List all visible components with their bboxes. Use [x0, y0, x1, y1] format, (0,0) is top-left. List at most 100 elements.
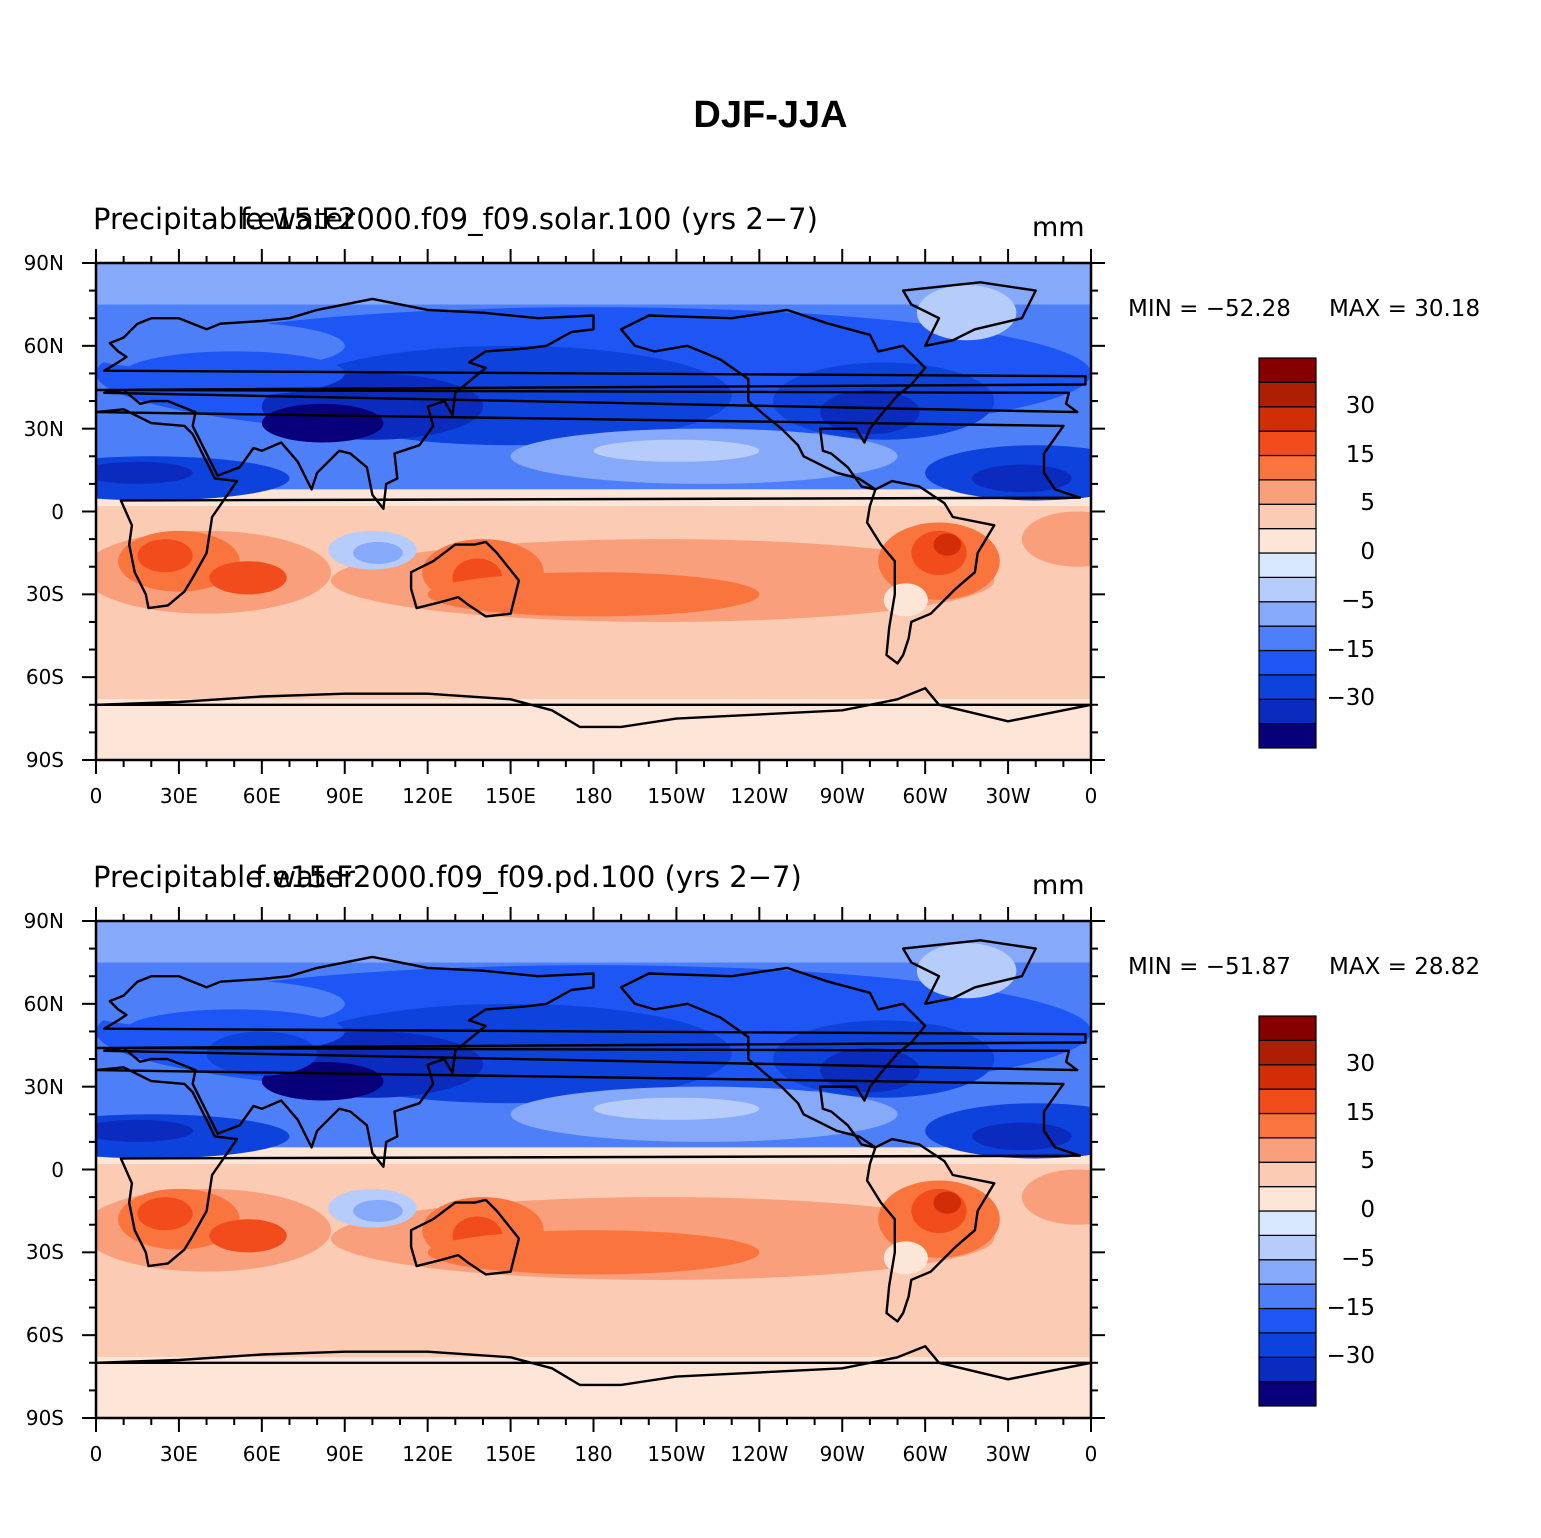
coastline: [409, 1198, 521, 1276]
colorbar-segment: [1258, 1283, 1317, 1310]
colorbar: [1258, 1015, 1317, 1407]
colorbar-segment: [1258, 1015, 1317, 1041]
colorbar-segment: [1258, 1210, 1317, 1236]
contour-band: [96, 1147, 1091, 1164]
lon-tick-label: 90E: [325, 784, 364, 808]
coastline: [94, 1066, 1082, 1268]
contour-region: [883, 1241, 928, 1275]
lat-tick-label: 90S: [25, 748, 64, 772]
antarctica-coastline: [94, 687, 1093, 729]
lon-tick-label: 0: [89, 1442, 103, 1466]
colorbar-segment: [1258, 723, 1317, 749]
lon-tick-label: 0: [89, 784, 103, 808]
min-label: MIN = −52.28: [1128, 296, 1291, 322]
contour-region: [123, 351, 345, 396]
contour-region: [427, 1230, 760, 1275]
contour-region: [137, 1197, 193, 1231]
colorbar-tick-label: 30: [1345, 1050, 1375, 1077]
coastline: [94, 408, 1082, 610]
coastline: [619, 308, 927, 491]
contour-region: [883, 583, 928, 617]
colorbar-segment: [1258, 454, 1317, 481]
axis-ticks: [82, 249, 1105, 774]
contour-region: [96, 1119, 193, 1142]
colorbar-segment: [1258, 430, 1317, 457]
case-title: f.e15.F2000.f09_f09.solar.100 (yrs 2−7): [240, 202, 818, 236]
contour-region: [933, 533, 962, 556]
contour-fill-layer: [96, 263, 1091, 760]
contour-region: [972, 1122, 1072, 1151]
colorbar-segment: [1258, 649, 1317, 676]
colorbar-segment: [1258, 1161, 1317, 1188]
colorbar-segment: [1258, 1307, 1317, 1334]
colorbar-tick-label: −30: [1326, 685, 1375, 712]
coastline: [901, 939, 1037, 1005]
colorbar-segment: [1258, 503, 1317, 530]
axis-ticks: [82, 907, 1105, 1432]
contour-region: [593, 1097, 760, 1120]
map-panel-solar: Precipitable water f.e15.F2000.f09_f09.s…: [0, 200, 1541, 840]
colorbar-tick-label: −30: [1326, 1343, 1375, 1370]
lon-tick-label: 150E: [485, 1442, 536, 1466]
colorbar-segment: [1258, 674, 1317, 700]
lon-tick-label: 120W: [730, 784, 789, 808]
lon-tick-label: 60E: [242, 784, 281, 808]
case-title: f.e15.F2000.f09_f09.pd.100 (yrs 2−7): [255, 860, 802, 894]
coastline: [94, 955, 1087, 1168]
lon-tick-label: 120W: [730, 1442, 789, 1466]
contour-region: [137, 539, 193, 573]
colorbar: [1258, 357, 1317, 749]
contour-region: [209, 561, 287, 595]
figure-title: DJF-JJA: [693, 94, 848, 136]
coastline: [901, 281, 1037, 347]
contour-region: [933, 1191, 962, 1214]
contour-band: [96, 1357, 1091, 1418]
colorbar-tick-label: 15: [1345, 1099, 1375, 1126]
lat-tick-label: 30N: [23, 416, 64, 441]
lon-tick-label: 30W: [985, 1442, 1031, 1466]
contour-region: [427, 572, 760, 617]
lat-tick-label: 90S: [25, 1406, 64, 1430]
lon-tick-label: 120E: [402, 1442, 454, 1466]
contour-fill-layer: [96, 921, 1091, 1418]
lat-tick-label: 60S: [25, 665, 64, 690]
contour-band: [96, 627, 1091, 700]
lat-tick-label: 60N: [23, 333, 64, 358]
colorbar-segment: [1258, 1064, 1317, 1090]
coastline: [94, 297, 1087, 510]
contour-band: [96, 699, 1091, 760]
lat-tick-label: 30S: [25, 582, 64, 607]
contour-region: [1021, 1169, 1091, 1225]
lon-tick-label: 180: [574, 784, 613, 808]
lon-tick-label: 150W: [647, 1442, 706, 1466]
map-svg: [82, 907, 1317, 1432]
colorbar-segment: [1258, 1259, 1317, 1285]
lat-tick-label: 30N: [23, 1074, 64, 1099]
colorbar-tick-label: 30: [1345, 392, 1375, 419]
lon-tick-label: 30W: [985, 784, 1031, 808]
variable-title: Precipitable water: [93, 202, 355, 236]
lon-tick-label: 30E: [159, 1442, 198, 1466]
colorbar-segment: [1258, 698, 1317, 725]
coastline: [409, 540, 521, 618]
lon-tick-label: 90E: [325, 1442, 364, 1466]
coastline: [619, 966, 927, 1149]
lon-tick-label: 0: [1084, 784, 1098, 808]
contour-region: [353, 541, 403, 564]
colorbar-segment: [1258, 625, 1317, 652]
lat-tick-label: 0: [51, 1157, 64, 1182]
antarctica-coastline: [94, 1345, 1093, 1387]
lon-tick-label: 150E: [485, 784, 536, 808]
colorbar-tick-label: −5: [1341, 1245, 1375, 1272]
colorbar-segment: [1258, 1234, 1317, 1261]
colorbar-tick-label: 5: [1360, 1148, 1375, 1175]
lon-tick-label: 60E: [242, 1442, 281, 1466]
contour-band: [96, 489, 1091, 506]
lon-tick-label: 150W: [647, 784, 706, 808]
colorbar-tick-label: −5: [1341, 587, 1375, 614]
lon-tick-label: 90W: [819, 1442, 865, 1466]
colorbar-tick-label: 15: [1345, 441, 1375, 468]
max-label: MAX = 30.18: [1329, 296, 1481, 322]
map-panel-pd: Precipitable water f.e15.F2000.f09_f09.p…: [0, 858, 1541, 1498]
contour-region: [209, 1219, 287, 1253]
